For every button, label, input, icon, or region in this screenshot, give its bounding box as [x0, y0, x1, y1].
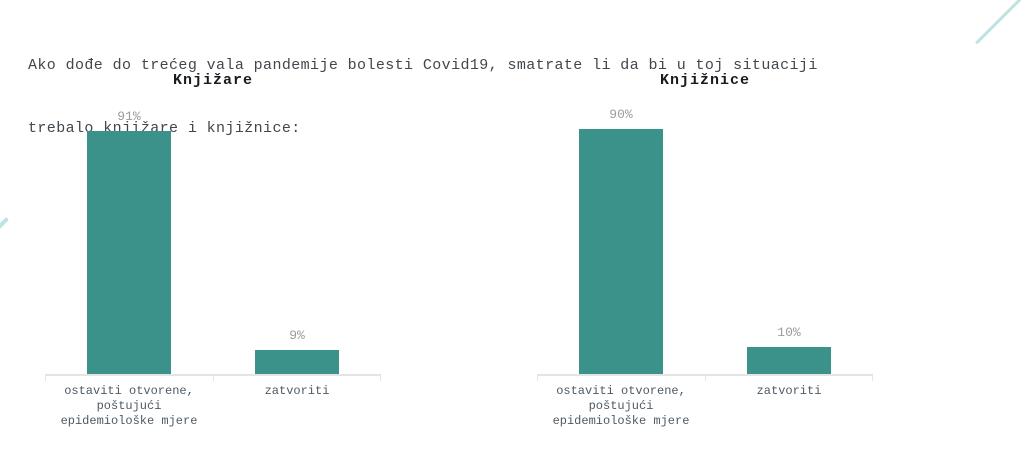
x-axis-category-label: ostaviti otvorene, poštujući epidemiološ…: [60, 384, 198, 428]
bar-value-label: 91%: [117, 109, 141, 124]
chart-title-knjizare: Knjižare: [172, 72, 253, 89]
x-axis-category-label: zatvoriti: [264, 384, 330, 398]
x-axis-labels: ostaviti otvorene, poštujući epidemiološ…: [537, 384, 873, 429]
bar-ostaviti-otvorene: [579, 129, 663, 374]
bar-zatvoriti: [255, 350, 339, 374]
bar-value-label: 90%: [609, 107, 633, 122]
x-axis-tick: [380, 376, 381, 381]
survey-question: Ako dođe do trećeg vala pandemije bolest…: [28, 13, 818, 160]
decorative-diagonal-line-top-right: [974, 0, 1022, 45]
bar-value-label: 10%: [777, 325, 801, 340]
x-axis-category-label: zatvoriti: [756, 384, 822, 398]
x-axis-tick: [872, 376, 873, 381]
plot-area: 91% 9%: [45, 109, 381, 381]
survey-question-line-1: Ako dođe do trećeg vala pandemije bolest…: [28, 57, 818, 74]
bar-chart-knjizare: Knjižare 91% 9% ostaviti otvorene, poštuj…: [45, 72, 381, 429]
chart-title-knjiznice: Knjižnice: [659, 72, 750, 89]
x-axis-tick: [537, 376, 538, 381]
bar-zatvoriti: [747, 347, 831, 374]
x-axis-tick: [705, 376, 706, 381]
plot-area: 90% 10%: [537, 107, 873, 381]
bar-value-label: 9%: [289, 328, 305, 343]
x-axis-tick: [213, 376, 214, 381]
x-axis-category-label: ostaviti otvorene, poštujući epidemiološ…: [552, 384, 690, 428]
x-axis-tick: [45, 376, 46, 381]
x-axis-labels: ostaviti otvorene, poštujući epidemiološ…: [45, 384, 381, 429]
bar-ostaviti-otvorene: [87, 131, 171, 374]
decorative-diagonal-line-left-edge: [0, 216, 10, 232]
bar-chart-knjiznice: Knjižnice 90% 10% ostaviti otvorene, pošt…: [537, 72, 873, 429]
